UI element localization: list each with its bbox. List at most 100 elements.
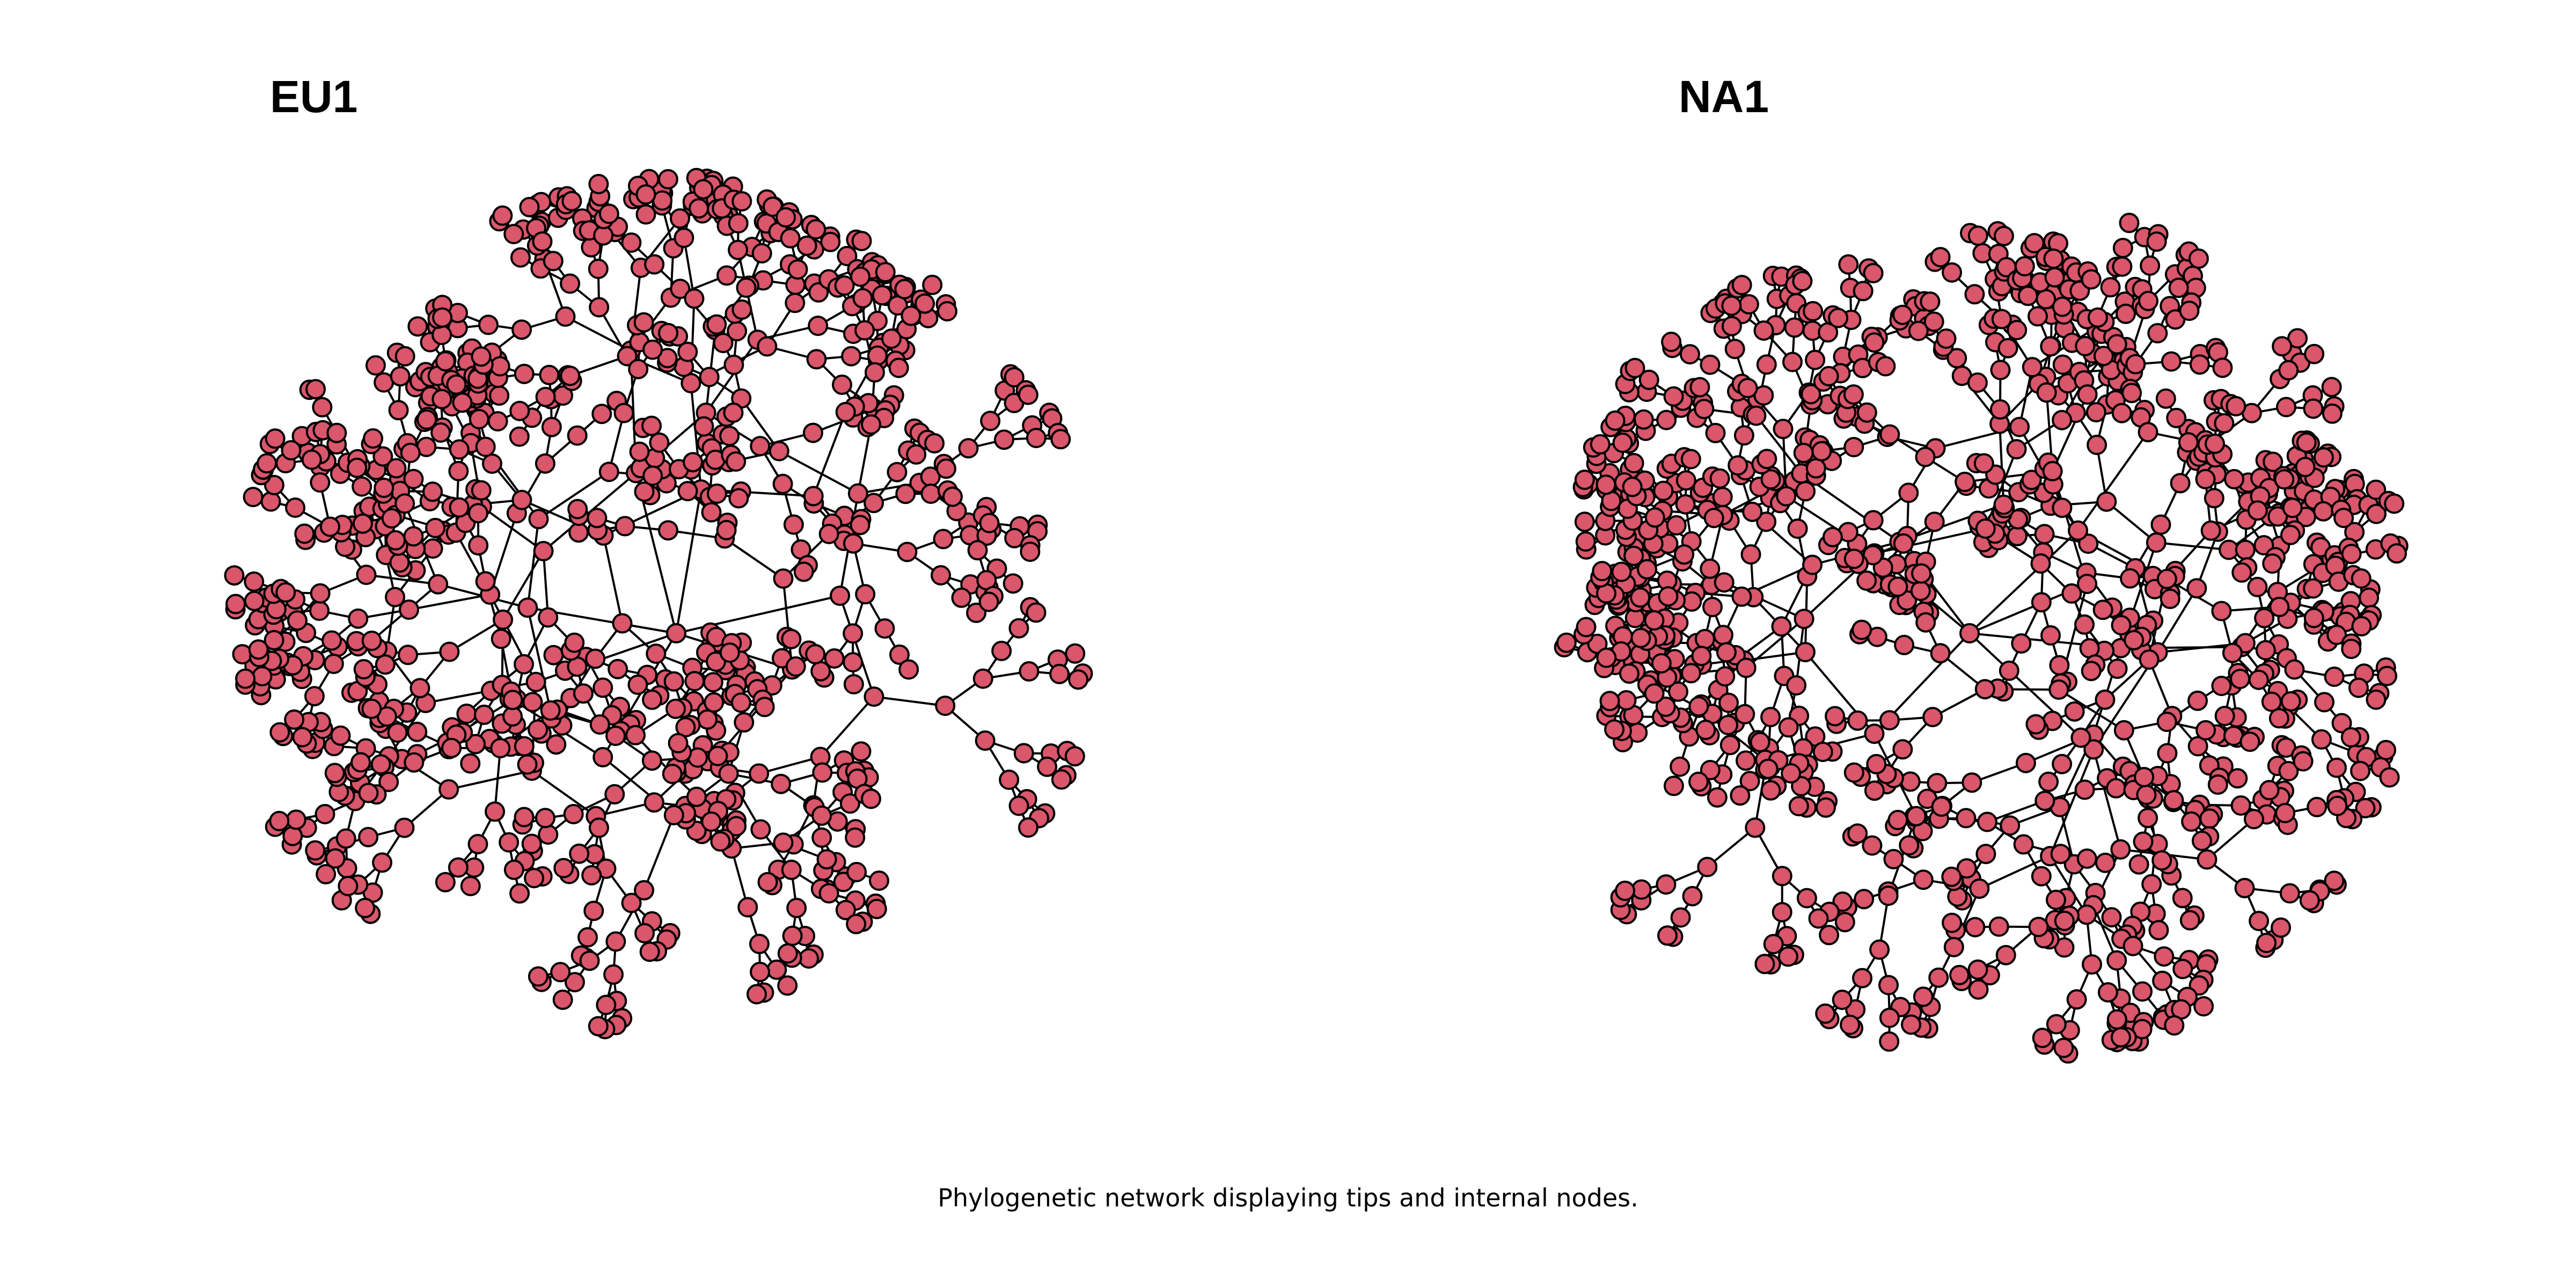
network-node xyxy=(330,725,351,746)
network-node xyxy=(1644,683,1665,704)
network-node xyxy=(394,817,415,838)
network-node xyxy=(525,671,546,692)
network-edge xyxy=(408,593,491,611)
network-node xyxy=(1856,570,1877,591)
network-node xyxy=(2111,615,2132,635)
network-node xyxy=(2272,336,2293,357)
network-node xyxy=(2022,357,2043,378)
network-node xyxy=(1949,964,1970,985)
panel-title-eu1: EU1 xyxy=(270,71,358,122)
network-node xyxy=(439,641,460,662)
network-node xyxy=(2036,382,2057,403)
network-node xyxy=(2101,907,2122,928)
network-node xyxy=(1967,225,1988,246)
network-node xyxy=(2211,601,2232,621)
network-node xyxy=(1746,405,1767,426)
network-node xyxy=(592,677,613,698)
network-node xyxy=(2333,508,2354,529)
network-node xyxy=(2141,874,2162,895)
network-node xyxy=(1721,316,1742,336)
network-node xyxy=(2384,493,2405,514)
network-node xyxy=(2150,514,2171,535)
network-node xyxy=(2376,665,2397,686)
network-node xyxy=(2296,432,2317,453)
network-edge xyxy=(2156,541,2229,551)
network-node xyxy=(1864,723,1885,744)
network-node xyxy=(1712,487,1733,508)
network-node xyxy=(1575,531,1596,552)
network-node xyxy=(1936,328,1957,349)
network-node xyxy=(1977,811,1997,832)
network-node xyxy=(2161,351,2182,372)
network-node xyxy=(1973,453,1994,474)
network-node xyxy=(2172,958,2193,979)
network-node xyxy=(1742,501,1763,522)
network-node xyxy=(2230,669,2250,690)
network-node xyxy=(1901,1014,1921,1035)
network-edge xyxy=(740,398,780,452)
network-node xyxy=(1962,772,1982,793)
network-edge xyxy=(758,756,821,775)
network-node xyxy=(1709,468,1730,489)
network-node xyxy=(2015,752,2036,773)
network-node xyxy=(2226,396,2246,416)
network-node xyxy=(1644,610,1665,631)
network-node xyxy=(2282,497,2303,518)
network-node xyxy=(1838,254,1859,275)
network-node xyxy=(2136,785,2157,805)
network-node xyxy=(1847,710,1868,731)
network-node xyxy=(2121,383,2142,404)
network-node xyxy=(2200,520,2221,541)
network-node xyxy=(2204,488,2224,509)
network-node xyxy=(1611,561,1632,582)
network-node xyxy=(1997,338,2018,358)
network-node xyxy=(1898,482,1919,503)
network-node xyxy=(1964,284,1985,305)
network-node xyxy=(1959,623,1980,643)
network-node xyxy=(2240,731,2260,752)
network-node xyxy=(2025,714,2046,735)
network-node xyxy=(1847,823,1868,844)
network-edge xyxy=(839,595,875,697)
network-node xyxy=(1894,634,1915,655)
network-node xyxy=(2138,290,2158,311)
network-node xyxy=(409,678,430,699)
network-node xyxy=(398,645,419,665)
network-node xyxy=(1657,925,1678,946)
network-node xyxy=(1993,225,2014,246)
network-node xyxy=(2227,768,2248,789)
network-node xyxy=(2100,277,2121,298)
network-node xyxy=(1956,808,1977,829)
network-node xyxy=(2009,416,2030,437)
network-node xyxy=(2351,616,2372,636)
network-node xyxy=(2013,834,2034,855)
network-node xyxy=(363,428,384,449)
network-node xyxy=(1787,518,1808,539)
network-node xyxy=(1738,294,1759,314)
nodes-na1 xyxy=(1554,213,2409,1064)
network-node xyxy=(1682,885,1703,906)
network-node xyxy=(2280,524,2301,545)
network-node xyxy=(2000,815,2021,836)
network-node xyxy=(1784,317,1805,338)
network-node xyxy=(2066,989,2087,1010)
network-node xyxy=(643,792,664,813)
network-node xyxy=(1915,447,1936,467)
network-node xyxy=(460,753,481,774)
network-node xyxy=(1736,657,1757,678)
network-node xyxy=(1864,780,1885,801)
network-node xyxy=(2106,778,2126,799)
network-node xyxy=(1730,785,1751,806)
network-edge xyxy=(526,607,552,711)
network-node xyxy=(2222,642,2243,663)
network-node xyxy=(639,941,660,962)
network-node xyxy=(1922,707,1943,728)
network-node xyxy=(2074,779,2095,800)
network-node xyxy=(2274,469,2295,490)
network-node xyxy=(1802,554,1823,575)
network-node xyxy=(2303,608,2324,628)
network-node xyxy=(2326,757,2347,778)
network-node xyxy=(2007,525,2028,546)
figure-caption: Phylogenetic network displaying tips and… xyxy=(938,1183,1638,1212)
network-node xyxy=(1943,936,1964,957)
